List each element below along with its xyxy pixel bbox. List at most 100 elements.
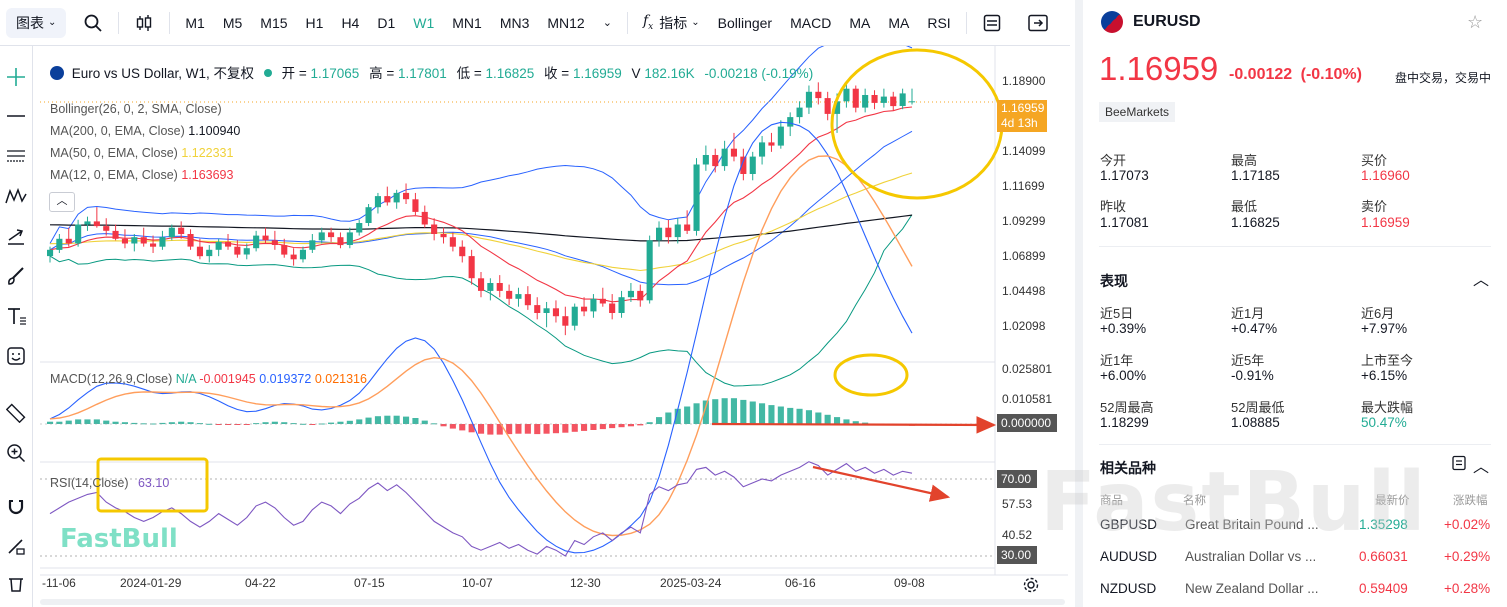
indicator-rsi-button[interactable]: RSI — [927, 14, 951, 31]
macd-histogram-bar — [487, 424, 494, 435]
zoom-tool[interactable] — [4, 441, 28, 465]
candle-body — [880, 96, 887, 103]
candle-body — [890, 96, 897, 107]
star-icon: ☆ — [1467, 12, 1484, 32]
chevron-down-icon: ⌄ — [691, 17, 700, 28]
timeframe-mn3[interactable]: MN3 — [499, 14, 530, 31]
candle-body — [618, 297, 625, 313]
related-row[interactable]: AUDUSD Australian Dollar vs ... 0.66031 … — [1083, 540, 1507, 572]
fib-tool[interactable] — [4, 144, 28, 168]
macd-histogram-bar — [759, 403, 766, 424]
related-row[interactable]: GBPUSD Great Britain Pound ... 1.35298 +… — [1083, 508, 1507, 540]
candle-body — [178, 227, 185, 234]
macd-histogram-bar — [740, 399, 747, 425]
timeframe-w1[interactable]: W1 — [413, 14, 435, 31]
measure-tool[interactable] — [4, 401, 28, 425]
timeframe-h1[interactable]: H1 — [305, 14, 324, 31]
compare-button[interactable] — [125, 0, 163, 45]
lock-drawing-tool[interactable] — [4, 534, 28, 558]
indicator-bollinger-button[interactable]: Bollinger — [717, 14, 773, 31]
high-value: 1.17801 — [397, 66, 447, 81]
ma12-legend[interactable]: MA(12, 0, EMA, Close) 1.163693 — [50, 168, 233, 182]
macd-histogram-bar — [693, 403, 700, 424]
timeframe-h4[interactable]: H4 — [341, 14, 360, 31]
macd-histogram-bar — [215, 424, 222, 425]
candle-body — [571, 306, 578, 326]
collapse-legend-button[interactable]: ︿ — [49, 192, 75, 212]
price-tick: 1.02098 — [1002, 319, 1046, 333]
indicator-ma-button[interactable]: MA — [849, 14, 871, 31]
macd-zero-value: 0.000000 — [1001, 416, 1052, 430]
timeframe-m1[interactable]: M1 — [185, 14, 205, 31]
macd-histogram-bar — [140, 423, 147, 425]
trendline-tool[interactable] — [4, 104, 28, 128]
perf-label: 近1月 — [1231, 306, 1265, 321]
macd-histogram-bar — [112, 421, 119, 424]
projection-tool[interactable] — [4, 224, 28, 248]
rsi-legend[interactable]: RSI(14,Close) 63.10 — [50, 476, 169, 490]
timeframe-more-button[interactable]: ⌄ — [594, 0, 621, 45]
price-chart[interactable] — [40, 46, 1070, 607]
ma200-legend[interactable]: MA(200, 0, EMA, Close) 1.100940 — [50, 124, 240, 138]
candle-body — [337, 237, 344, 246]
candle-body — [496, 283, 503, 291]
candle-body — [834, 101, 841, 114]
indicator-ma2-button[interactable]: MA — [888, 14, 910, 31]
emoji-tool[interactable] — [4, 344, 28, 368]
chart-type-selector[interactable]: 图表 ⌄ — [6, 7, 67, 38]
macd-histogram-bar — [337, 421, 344, 424]
watermark: FastBull — [1040, 455, 1428, 550]
brand-logo: FastBull — [60, 524, 178, 554]
brush-tool[interactable] — [4, 264, 28, 288]
macd-histogram-bar — [281, 422, 288, 424]
macd-histogram-bar — [299, 423, 306, 425]
timeframe-m15[interactable]: M15 — [260, 14, 288, 31]
timeframe-mn1[interactable]: MN1 — [452, 14, 482, 31]
macd-histogram-bar — [449, 424, 456, 429]
candle-body — [365, 207, 372, 223]
collapse-performance-button[interactable]: ︿ — [1473, 266, 1489, 290]
fullscreen-button[interactable] — [1018, 0, 1058, 45]
rsi-label: RSI(14,Close) — [50, 476, 129, 490]
pattern-tool[interactable] — [4, 184, 28, 208]
perf-value: +0.39% — [1100, 321, 1147, 336]
layout-button[interactable] — [973, 0, 1011, 45]
indicators-button[interactable]: fx 指标 ⌄ — [634, 0, 709, 45]
perf-label: 最大跌幅 — [1361, 400, 1414, 415]
macd-histogram-bar — [328, 422, 335, 424]
time-tick: 06-16 — [785, 576, 816, 590]
horizontal-scrollbar[interactable] — [40, 599, 1065, 605]
high-label: 高 = — [369, 66, 395, 81]
macd-histogram-bar — [534, 424, 541, 435]
macd-legend[interactable]: MACD(12,26,9,Close) N/A -0.001945 0.0193… — [50, 372, 367, 386]
rsi-lower-tag: 30.00 — [997, 546, 1037, 564]
candle-body — [47, 249, 54, 257]
candle-body — [749, 156, 756, 174]
chevron-down-icon: ⌄ — [48, 17, 57, 28]
delete-drawing-tool[interactable] — [4, 572, 28, 596]
bollinger-legend[interactable]: Bollinger(26, 0, 2, SMA, Close) — [50, 102, 222, 116]
eu-us-flag-icon — [1101, 11, 1123, 33]
macd-histogram-bar — [777, 406, 784, 424]
search-button[interactable] — [74, 0, 112, 45]
indicator-macd-button[interactable]: MACD — [790, 14, 832, 31]
chart-settings-button[interactable] — [1022, 576, 1042, 596]
perf-label: 近5日 — [1100, 306, 1134, 321]
text-tool[interactable] — [4, 304, 28, 328]
timeframe-mn12[interactable]: MN12 — [547, 14, 585, 31]
horizontal-line-icon — [7, 115, 25, 117]
ma50-legend[interactable]: MA(50, 0, EMA, Close) 1.122331 — [50, 146, 233, 160]
ma12-value: 1.163693 — [181, 168, 234, 182]
timeframe-d1[interactable]: D1 — [377, 14, 396, 31]
favorite-button[interactable]: ☆ — [1467, 12, 1483, 33]
related-list-button[interactable] — [1451, 455, 1467, 476]
magnet-tool[interactable] — [4, 494, 28, 518]
crosshair-tool[interactable] — [4, 65, 28, 89]
related-row[interactable]: NZDUSD New Zealand Dollar ... 0.59409 +0… — [1083, 572, 1507, 604]
timeframe-m5[interactable]: M5 — [222, 14, 243, 31]
time-tick: 12-30 — [570, 576, 601, 590]
function-icon: fx — [642, 13, 654, 32]
annotations — [96, 48, 1004, 513]
ma12-label: MA(12, 0, EMA, Close) — [50, 168, 178, 182]
collapse-related-button[interactable]: ︿ — [1473, 453, 1489, 477]
